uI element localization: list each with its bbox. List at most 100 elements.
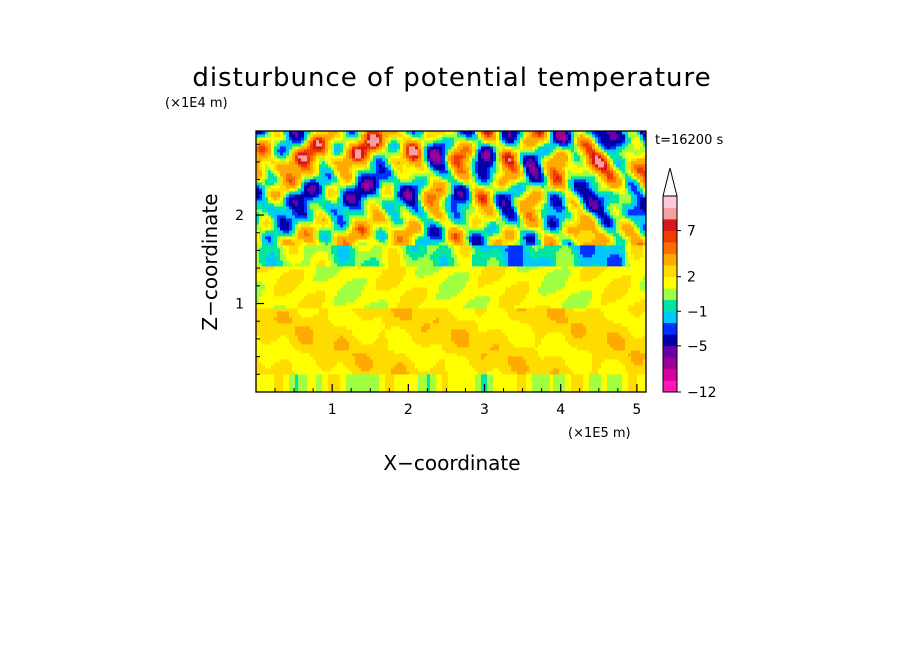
- contour-cell: [391, 236, 395, 240]
- contour-cell: [376, 149, 383, 153]
- contour-cell: [397, 302, 422, 306]
- contour-cell: [487, 380, 494, 384]
- contour-cell: [586, 179, 593, 183]
- contour-cell: [280, 179, 284, 183]
- contour-cell: [295, 236, 299, 240]
- contour-cell: [628, 167, 632, 171]
- contour-cell: [532, 374, 551, 378]
- contour-cell: [262, 221, 272, 225]
- contour-cell: [352, 245, 359, 249]
- contour-cell: [412, 209, 416, 213]
- contour-cell: [580, 242, 584, 246]
- contour-cell: [283, 242, 296, 246]
- contour-cell: [373, 317, 383, 321]
- contour-cell: [550, 374, 554, 378]
- contour-cell: [334, 140, 347, 144]
- contour-cell: [256, 296, 260, 300]
- contour-cell: [526, 383, 533, 387]
- contour-cell: [496, 134, 500, 138]
- contour-cell: [310, 140, 314, 144]
- contour-cell: [592, 146, 596, 150]
- contour-cell: [304, 203, 308, 207]
- contour-cell: [274, 383, 284, 387]
- contour-cell: [370, 143, 377, 147]
- contour-cell: [421, 134, 425, 138]
- contour-cell: [451, 185, 455, 189]
- contour-cell: [505, 227, 515, 231]
- contour-cell: [301, 281, 347, 285]
- contour-cell: [553, 182, 563, 186]
- colorbar-segment: [663, 380, 677, 393]
- contour-cell: [586, 212, 590, 216]
- contour-cell: [418, 191, 422, 195]
- contour-cell: [334, 227, 341, 231]
- contour-cell: [622, 176, 626, 180]
- contour-cell: [385, 146, 389, 150]
- contour-cell: [433, 167, 437, 171]
- contour-cell: [511, 194, 515, 198]
- contour-cell: [532, 245, 545, 249]
- contour-cell: [595, 191, 599, 195]
- contour-cell: [496, 152, 500, 156]
- contour-cell: [580, 248, 596, 252]
- contour-cell: [418, 203, 422, 207]
- contour-cell: [361, 233, 365, 237]
- contour-cell: [298, 389, 308, 392]
- contour-cell: [394, 188, 398, 192]
- contour-cell: [460, 194, 464, 198]
- contour-cell: [364, 158, 368, 162]
- contour-cell: [331, 164, 335, 168]
- contour-cell: [478, 194, 488, 198]
- contour-cell: [376, 164, 380, 168]
- contour-cell: [598, 155, 602, 159]
- contour-cell: [637, 194, 644, 198]
- contour-cell: [484, 191, 491, 195]
- contour-cell: [376, 200, 383, 204]
- contour-cell: [412, 248, 419, 252]
- contour-cell: [478, 173, 488, 177]
- contour-cell: [532, 191, 542, 195]
- contour-cell: [331, 149, 335, 153]
- contour-cell: [619, 134, 626, 138]
- contour-cell: [415, 269, 440, 273]
- contour-cell: [343, 176, 353, 180]
- contour-cell: [547, 227, 551, 231]
- contour-cell: [628, 236, 632, 240]
- contour-cell: [292, 200, 299, 204]
- contour-cell: [289, 200, 293, 204]
- contour-cell: [283, 209, 287, 213]
- contour-cell: [319, 161, 323, 165]
- contour-cell: [340, 146, 344, 150]
- contour-cell: [475, 170, 479, 174]
- contour-cell: [628, 137, 632, 141]
- contour-cell: [598, 140, 602, 144]
- contour-cell: [526, 170, 530, 174]
- contour-cell: [469, 341, 512, 345]
- contour-cell: [337, 170, 341, 174]
- contour-cell: [631, 359, 644, 363]
- contour-cell: [364, 209, 368, 213]
- contour-cell: [436, 188, 443, 192]
- contour-cell: [568, 170, 572, 174]
- contour-cell: [454, 341, 470, 345]
- contour-cell: [577, 131, 584, 135]
- contour-cell: [547, 206, 554, 210]
- contour-cell: [523, 254, 530, 258]
- contour-cell: [331, 167, 335, 171]
- contour-cell: [349, 209, 362, 213]
- contour-cell: [340, 170, 350, 174]
- contour-cell: [382, 317, 401, 321]
- contour-cell: [565, 221, 575, 225]
- contour-cell: [472, 197, 476, 201]
- contour-cell: [559, 188, 566, 192]
- contour-cell: [484, 155, 491, 159]
- contour-cell: [256, 359, 260, 363]
- contour-cell: [256, 167, 260, 171]
- contour-cell: [526, 161, 536, 165]
- contour-cell: [256, 182, 263, 186]
- contour-cell: [256, 206, 266, 210]
- contour-cell: [514, 236, 518, 240]
- contour-cell: [499, 263, 506, 267]
- contour-cell: [322, 176, 329, 180]
- contour-cell: [295, 155, 299, 159]
